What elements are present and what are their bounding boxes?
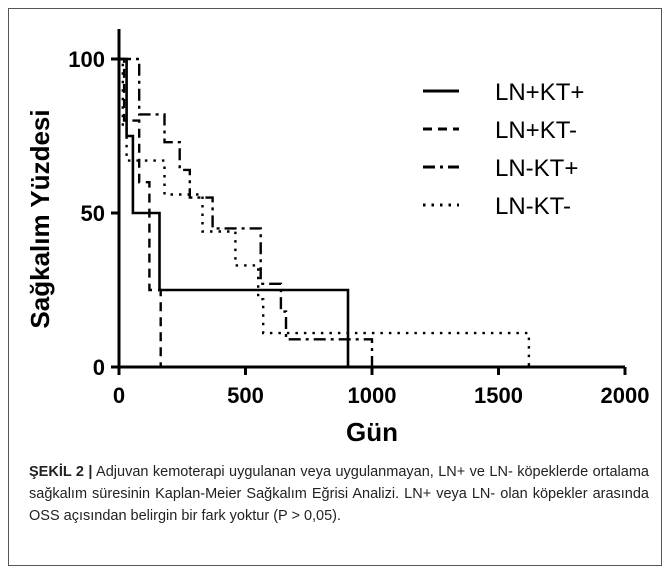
legend: LN+KT+ LN+KT- LN-KT+ LN-KT- bbox=[423, 79, 584, 220]
legend-label: LN-KT+ bbox=[495, 155, 578, 182]
x-tick-label: 1500 bbox=[474, 383, 523, 408]
legend-label: LN+KT+ bbox=[495, 79, 584, 106]
y-axis-label: Sağkalım Yüzdesi bbox=[25, 109, 55, 328]
kaplan-meier-chart: 0 500 1000 1500 2000 0 50 100 LN+KT+ LN+KT- LN-KT… bbox=[25, 29, 649, 447]
x-tick-label: 1000 bbox=[348, 383, 397, 408]
series-line-LN-KT+ bbox=[119, 57, 374, 367]
ticks: 0 500 1000 1500 2000 0 50 100 bbox=[68, 47, 649, 408]
caption-label: ŞEKİL 2 | bbox=[29, 464, 93, 480]
series-group bbox=[119, 57, 531, 367]
x-tick-label: 500 bbox=[227, 383, 264, 408]
y-tick-label: 100 bbox=[68, 47, 105, 72]
figure-caption: ŞEKİL 2 | Adjuvan kemoterapi uygulanan v… bbox=[29, 461, 649, 527]
legend-label: LN+KT- bbox=[495, 117, 577, 144]
series-line-LN+KT+ bbox=[119, 57, 350, 367]
figure-frame: 0 500 1000 1500 2000 0 50 100 LN+KT+ LN+KT- LN-KT… bbox=[8, 8, 662, 566]
series-line-LN+KT- bbox=[119, 57, 162, 367]
series-line-LN-KT- bbox=[119, 57, 531, 367]
x-tick-label: 0 bbox=[113, 383, 125, 408]
x-tick-label: 2000 bbox=[601, 383, 650, 408]
y-tick-label: 50 bbox=[81, 201, 105, 226]
y-tick-label: 0 bbox=[93, 355, 105, 380]
caption-text: Adjuvan kemoterapi uygulanan veya uygula… bbox=[29, 464, 649, 524]
legend-label: LN-KT- bbox=[495, 193, 571, 220]
x-axis-label: Gün bbox=[346, 417, 398, 447]
